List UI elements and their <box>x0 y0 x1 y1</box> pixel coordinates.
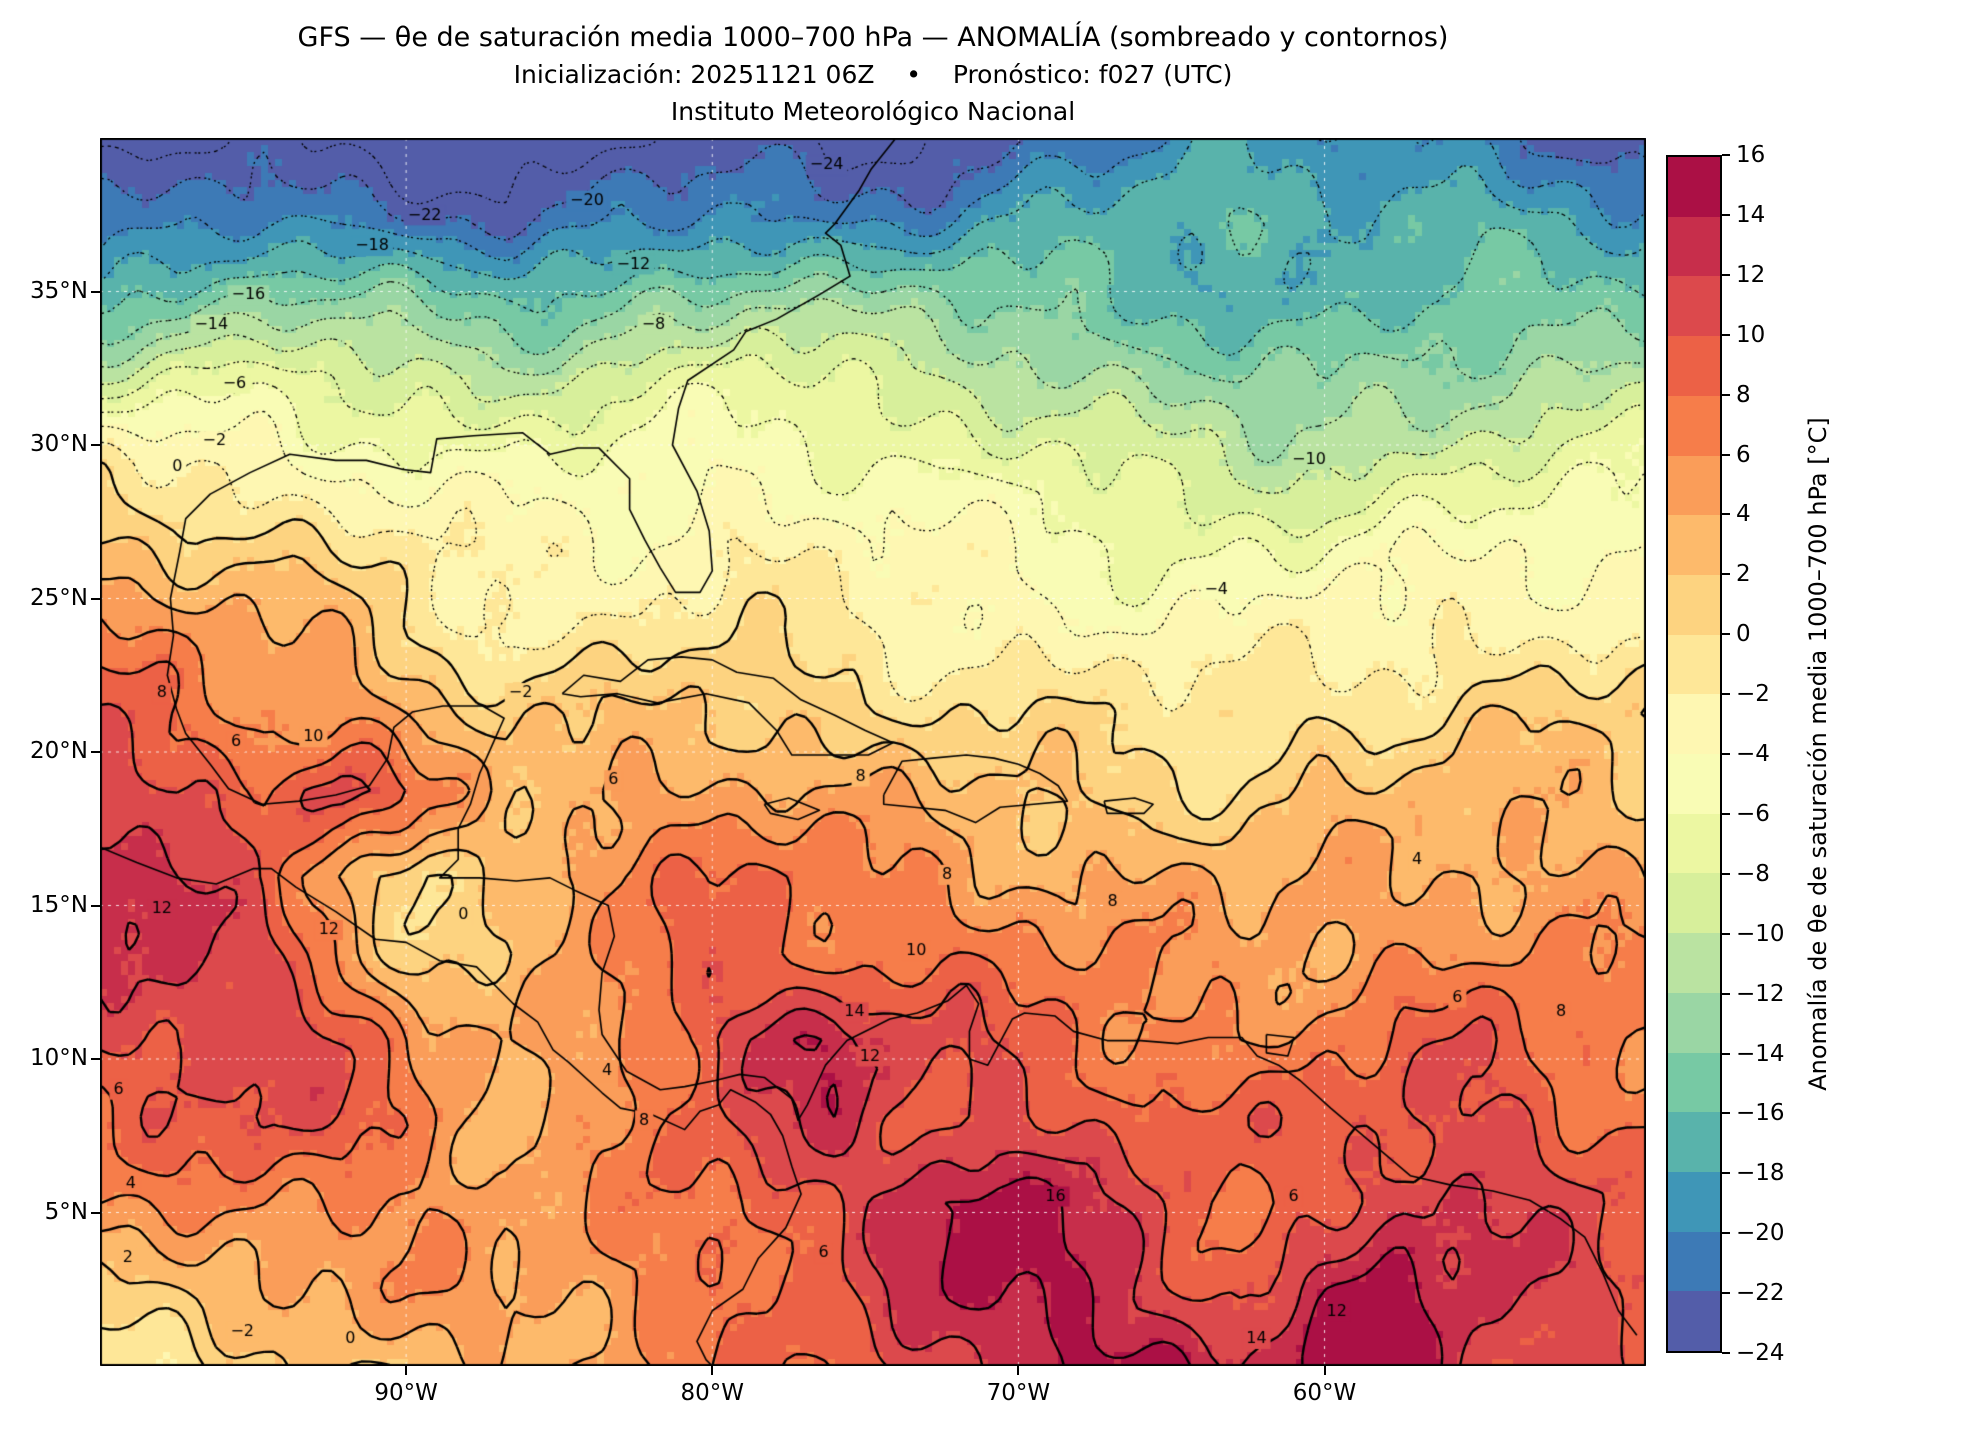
colorbar-tick-label: −4 <box>1736 741 1770 767</box>
colorbar <box>1666 155 1722 1353</box>
colorbar-segment <box>1668 754 1720 814</box>
figure-title: GFS — θe de saturación media 1000–700 hP… <box>297 22 1449 53</box>
colorbar-tick-label: 8 <box>1736 381 1751 408</box>
colorbar-tick-mark <box>1722 213 1730 216</box>
colorbar-tick-label: 14 <box>1736 201 1766 228</box>
colorbar-tick-label: 2 <box>1736 561 1751 588</box>
y-tick-mark <box>91 444 100 446</box>
y-tick-label: 15°N <box>30 891 88 918</box>
colorbar-tick-mark <box>1722 812 1730 815</box>
colorbar-tick-label: 0 <box>1736 621 1751 648</box>
colorbar-tick-mark <box>1722 992 1730 995</box>
y-tick-mark <box>91 1058 100 1060</box>
colorbar-segment <box>1668 1231 1720 1292</box>
colorbar-segment <box>1668 574 1720 635</box>
colorbar-tick-label: −10 <box>1736 920 1785 947</box>
colorbar-segment <box>1668 1052 1720 1113</box>
x-tick-mark <box>405 1366 408 1375</box>
colorbar-tick-label: −18 <box>1736 1160 1785 1187</box>
anomaly-map-canvas <box>100 138 1646 1366</box>
colorbar-segment <box>1668 515 1720 575</box>
colorbar-tick-label: 4 <box>1736 501 1751 528</box>
figure-subtitle-init-forecast: Inicialización: 20251121 06Z • Pronóstic… <box>513 60 1233 89</box>
colorbar-tick-mark <box>1722 872 1730 875</box>
colorbar-tick-mark <box>1722 573 1730 576</box>
colorbar-segment <box>1668 1171 1720 1232</box>
x-tick-mark <box>711 1366 714 1375</box>
colorbar-segment <box>1668 336 1720 396</box>
colorbar-tick-label: 12 <box>1736 261 1766 288</box>
colorbar-tick-mark <box>1722 154 1730 156</box>
colorbar-tick-label: −6 <box>1736 800 1770 827</box>
colorbar-tick-label: −20 <box>1736 1220 1785 1247</box>
colorbar-tick-label: −2 <box>1736 681 1770 708</box>
colorbar-tick-label: 6 <box>1736 441 1751 468</box>
colorbar-segment <box>1668 157 1720 217</box>
colorbar-segment <box>1668 694 1720 755</box>
colorbar-tick-label: −24 <box>1736 1340 1785 1366</box>
colorbar-segment <box>1668 813 1720 874</box>
colorbar-segment <box>1668 933 1720 993</box>
y-tick-label: 10°N <box>30 1045 88 1071</box>
colorbar-segment <box>1668 873 1720 934</box>
x-tick-mark <box>1323 1366 1326 1375</box>
colorbar-segment <box>1668 216 1720 277</box>
colorbar-tick-mark <box>1722 932 1730 935</box>
map-plot-area <box>100 138 1646 1366</box>
colorbar-segment <box>1668 1291 1720 1352</box>
colorbar-tick-label: −8 <box>1736 860 1770 887</box>
colorbar-tick-mark <box>1722 1232 1730 1235</box>
y-tick-label: 35°N <box>30 277 88 304</box>
colorbar-tick-mark <box>1722 1352 1730 1354</box>
x-tick-label: 90°W <box>374 1380 438 1406</box>
colorbar-tick-label: −22 <box>1736 1280 1785 1307</box>
figure-subtitle-institute: Instituto Meteorológico Nacional <box>670 97 1076 126</box>
y-tick-label: 30°N <box>30 431 88 457</box>
y-tick-mark <box>91 904 100 907</box>
y-tick-mark <box>91 597 100 600</box>
colorbar-tick-label: −12 <box>1736 980 1785 1007</box>
colorbar-tick-mark <box>1722 393 1730 396</box>
colorbar-segment <box>1668 992 1720 1053</box>
colorbar-segment <box>1668 276 1720 337</box>
colorbar-tick-mark <box>1722 333 1730 336</box>
colorbar-tick-mark <box>1722 513 1730 516</box>
colorbar-tick-mark <box>1722 453 1730 456</box>
colorbar-tick-mark <box>1722 753 1730 755</box>
colorbar-tick-mark <box>1722 633 1730 636</box>
y-tick-mark <box>91 290 100 293</box>
colorbar-tick-label: 10 <box>1736 321 1766 348</box>
x-tick-label: 60°W <box>1292 1380 1357 1406</box>
colorbar-segment <box>1668 455 1720 516</box>
colorbar-segment <box>1668 1112 1720 1172</box>
y-tick-label: 20°N <box>30 738 88 764</box>
colorbar-segment <box>1668 634 1720 695</box>
y-tick-label: 5°N <box>44 1198 88 1225</box>
colorbar-tick-mark <box>1722 693 1730 696</box>
colorbar-tick-mark <box>1722 1112 1730 1115</box>
y-tick-mark <box>91 1211 100 1214</box>
colorbar-tick-label: −14 <box>1736 1040 1785 1067</box>
y-tick-label: 25°N <box>30 584 88 611</box>
y-tick-mark <box>91 751 100 753</box>
colorbar-tick-mark <box>1722 1292 1730 1295</box>
colorbar-tick-mark <box>1722 1172 1730 1175</box>
colorbar-tick-label: −16 <box>1736 1100 1785 1127</box>
colorbar-label: Anomalía de θe de saturación media 1000–… <box>1804 417 1832 1091</box>
colorbar-tick-label: 16 <box>1736 142 1766 168</box>
colorbar-segment <box>1668 395 1720 456</box>
x-tick-mark <box>1017 1366 1020 1375</box>
x-tick-label: 70°W <box>986 1380 1051 1406</box>
colorbar-tick-mark <box>1722 273 1730 276</box>
x-tick-label: 80°W <box>680 1380 745 1406</box>
colorbar-tick-mark <box>1722 1052 1730 1055</box>
